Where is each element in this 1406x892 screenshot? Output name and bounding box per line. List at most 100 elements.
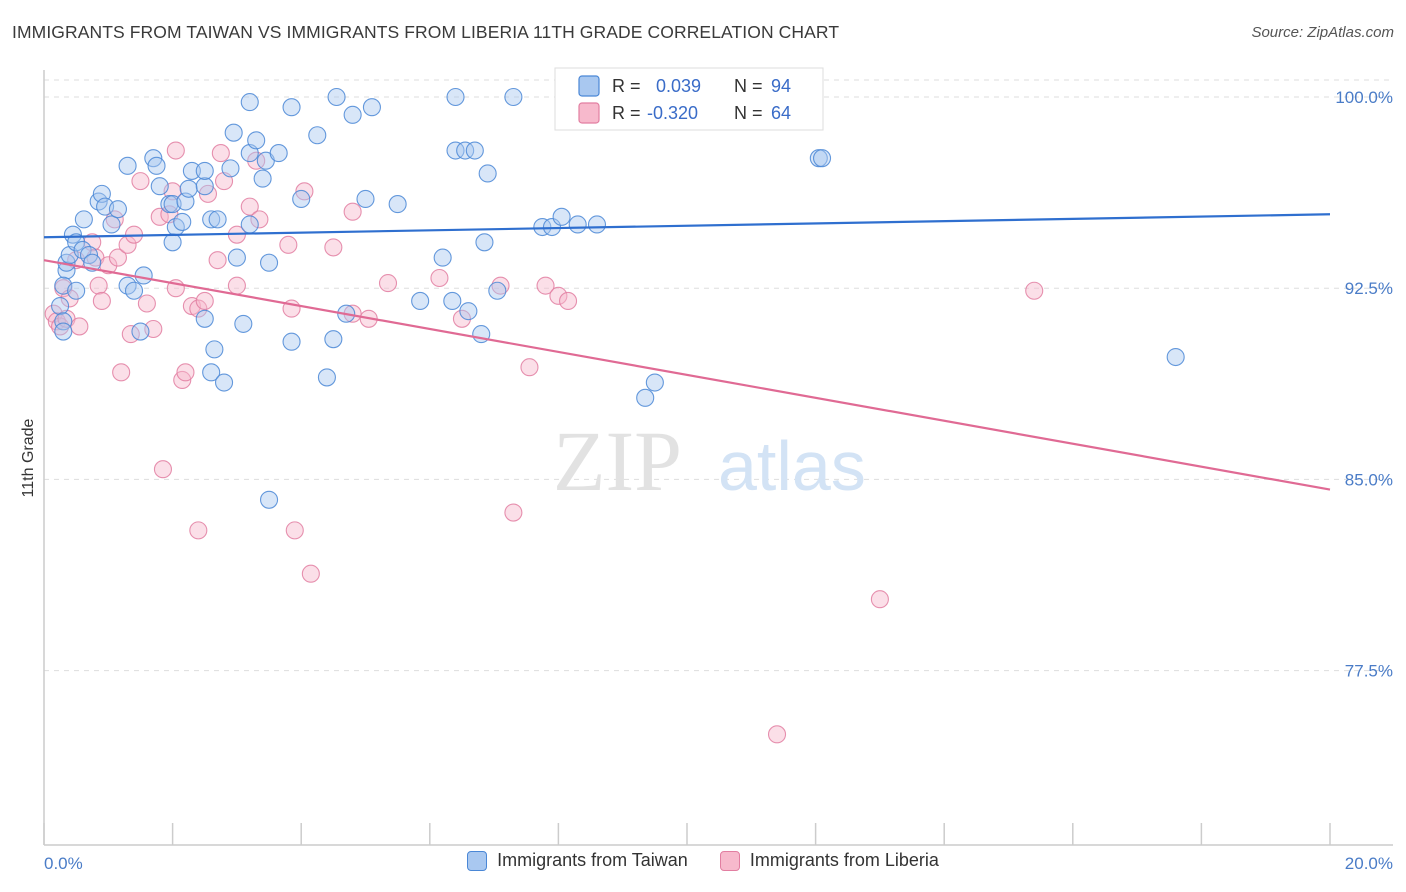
data-point [388,195,407,214]
axes [43,70,1393,846]
data-point [536,276,555,295]
legend-item-liberia: Immigrants from Liberia [719,850,939,871]
data-point [195,309,214,328]
legend-r-value-taiwan: 0.039 [656,76,701,96]
data-point [131,172,150,191]
data-point [227,248,246,267]
data-point [491,276,510,295]
legend-swatch-taiwan [578,75,600,97]
data-point [124,281,144,300]
data-point [166,141,185,160]
watermark: ZIP atlas [553,413,866,509]
data-point [1025,281,1044,300]
data-point [227,276,246,295]
data-point [51,296,70,316]
data-point [568,215,587,234]
data-point [343,202,362,221]
legend-swatch-liberia-bottom [719,850,740,871]
data-point [89,276,108,295]
data-point [202,210,221,229]
x-axis-ticks [43,823,1331,845]
series-taiwan-points [51,87,1185,509]
legend-box [554,67,824,131]
data-point [134,266,153,285]
data-point [147,156,166,175]
data-point [195,177,214,196]
data-point [452,309,472,328]
x-tick-label-min: 0.0% [44,854,83,873]
data-point [475,233,494,252]
data-point [240,215,259,234]
trendline-taiwan [43,213,1331,239]
data-point [433,248,452,267]
data-point [57,261,76,280]
data-point [74,210,93,229]
data-point [253,169,272,188]
chart-title: IMMIGRANTS FROM TAIWAN VS IMMIGRANTS FRO… [12,22,840,42]
gridlines [44,79,1393,672]
y-tick-label: 77.5% [1345,662,1393,681]
data-point [378,274,398,293]
legend-r-value-liberia: -0.320 [647,103,698,123]
data-point [533,217,552,237]
data-point [636,388,655,407]
legend-swatch-taiwan-bottom [467,850,488,871]
trendline-liberia [43,259,1331,491]
stats-legend: R = 0.039 N = 94 R = -0.320 N = 64 [554,67,824,131]
legend-n-label-taiwan: N = [734,76,763,96]
data-point [105,210,124,229]
data-point [317,368,336,387]
data-point [51,317,70,336]
data-point [224,123,243,142]
data-point [247,131,266,150]
data-point [430,268,449,288]
source-label: Source: ZipAtlas.com [1251,24,1394,41]
data-point [301,564,320,583]
data-point [163,233,182,252]
series-liberia-points [44,87,1044,744]
data-point [504,503,523,522]
data-point [587,215,607,234]
legend-r-label-taiwan: R = [612,76,641,96]
data-point [131,322,150,341]
data-point [211,144,230,163]
data-point [240,197,259,216]
data-point [102,215,121,234]
y-tick-label: 85.0% [1345,470,1393,489]
data-point [208,251,227,270]
data-point [54,312,73,331]
data-point [324,238,343,257]
legend-n-label-liberia: N = [734,103,763,123]
data-point [240,93,259,112]
data-point [92,291,111,310]
data-point [282,98,301,117]
legend-swatch-liberia [578,102,600,124]
data-point [285,521,304,540]
data-point [324,330,343,349]
data-point [504,87,523,107]
data-point [478,164,497,183]
data-point [234,314,253,333]
data-point [327,87,346,107]
data-point [195,161,214,180]
y-tick-label: 92.5% [1345,279,1393,298]
series-legend: Immigrants from Taiwan Immigrants from L… [0,850,1406,871]
data-point [343,105,362,124]
data-point [549,286,568,305]
data-point [812,149,832,168]
data-point [150,177,169,196]
data-point [214,373,234,392]
data-point [54,322,73,341]
data-point [279,235,298,254]
data-point [456,141,475,160]
legend-n-value-taiwan: 94 [771,76,791,96]
data-point [269,144,288,163]
data-point [195,291,214,310]
data-point [488,281,507,300]
data-point [282,332,301,351]
data-point [308,126,327,145]
data-point [465,141,484,160]
legend-label-taiwan: Immigrants from Taiwan [497,850,688,870]
data-point [443,291,462,310]
x-tick-label-max: 20.0% [1345,854,1393,873]
